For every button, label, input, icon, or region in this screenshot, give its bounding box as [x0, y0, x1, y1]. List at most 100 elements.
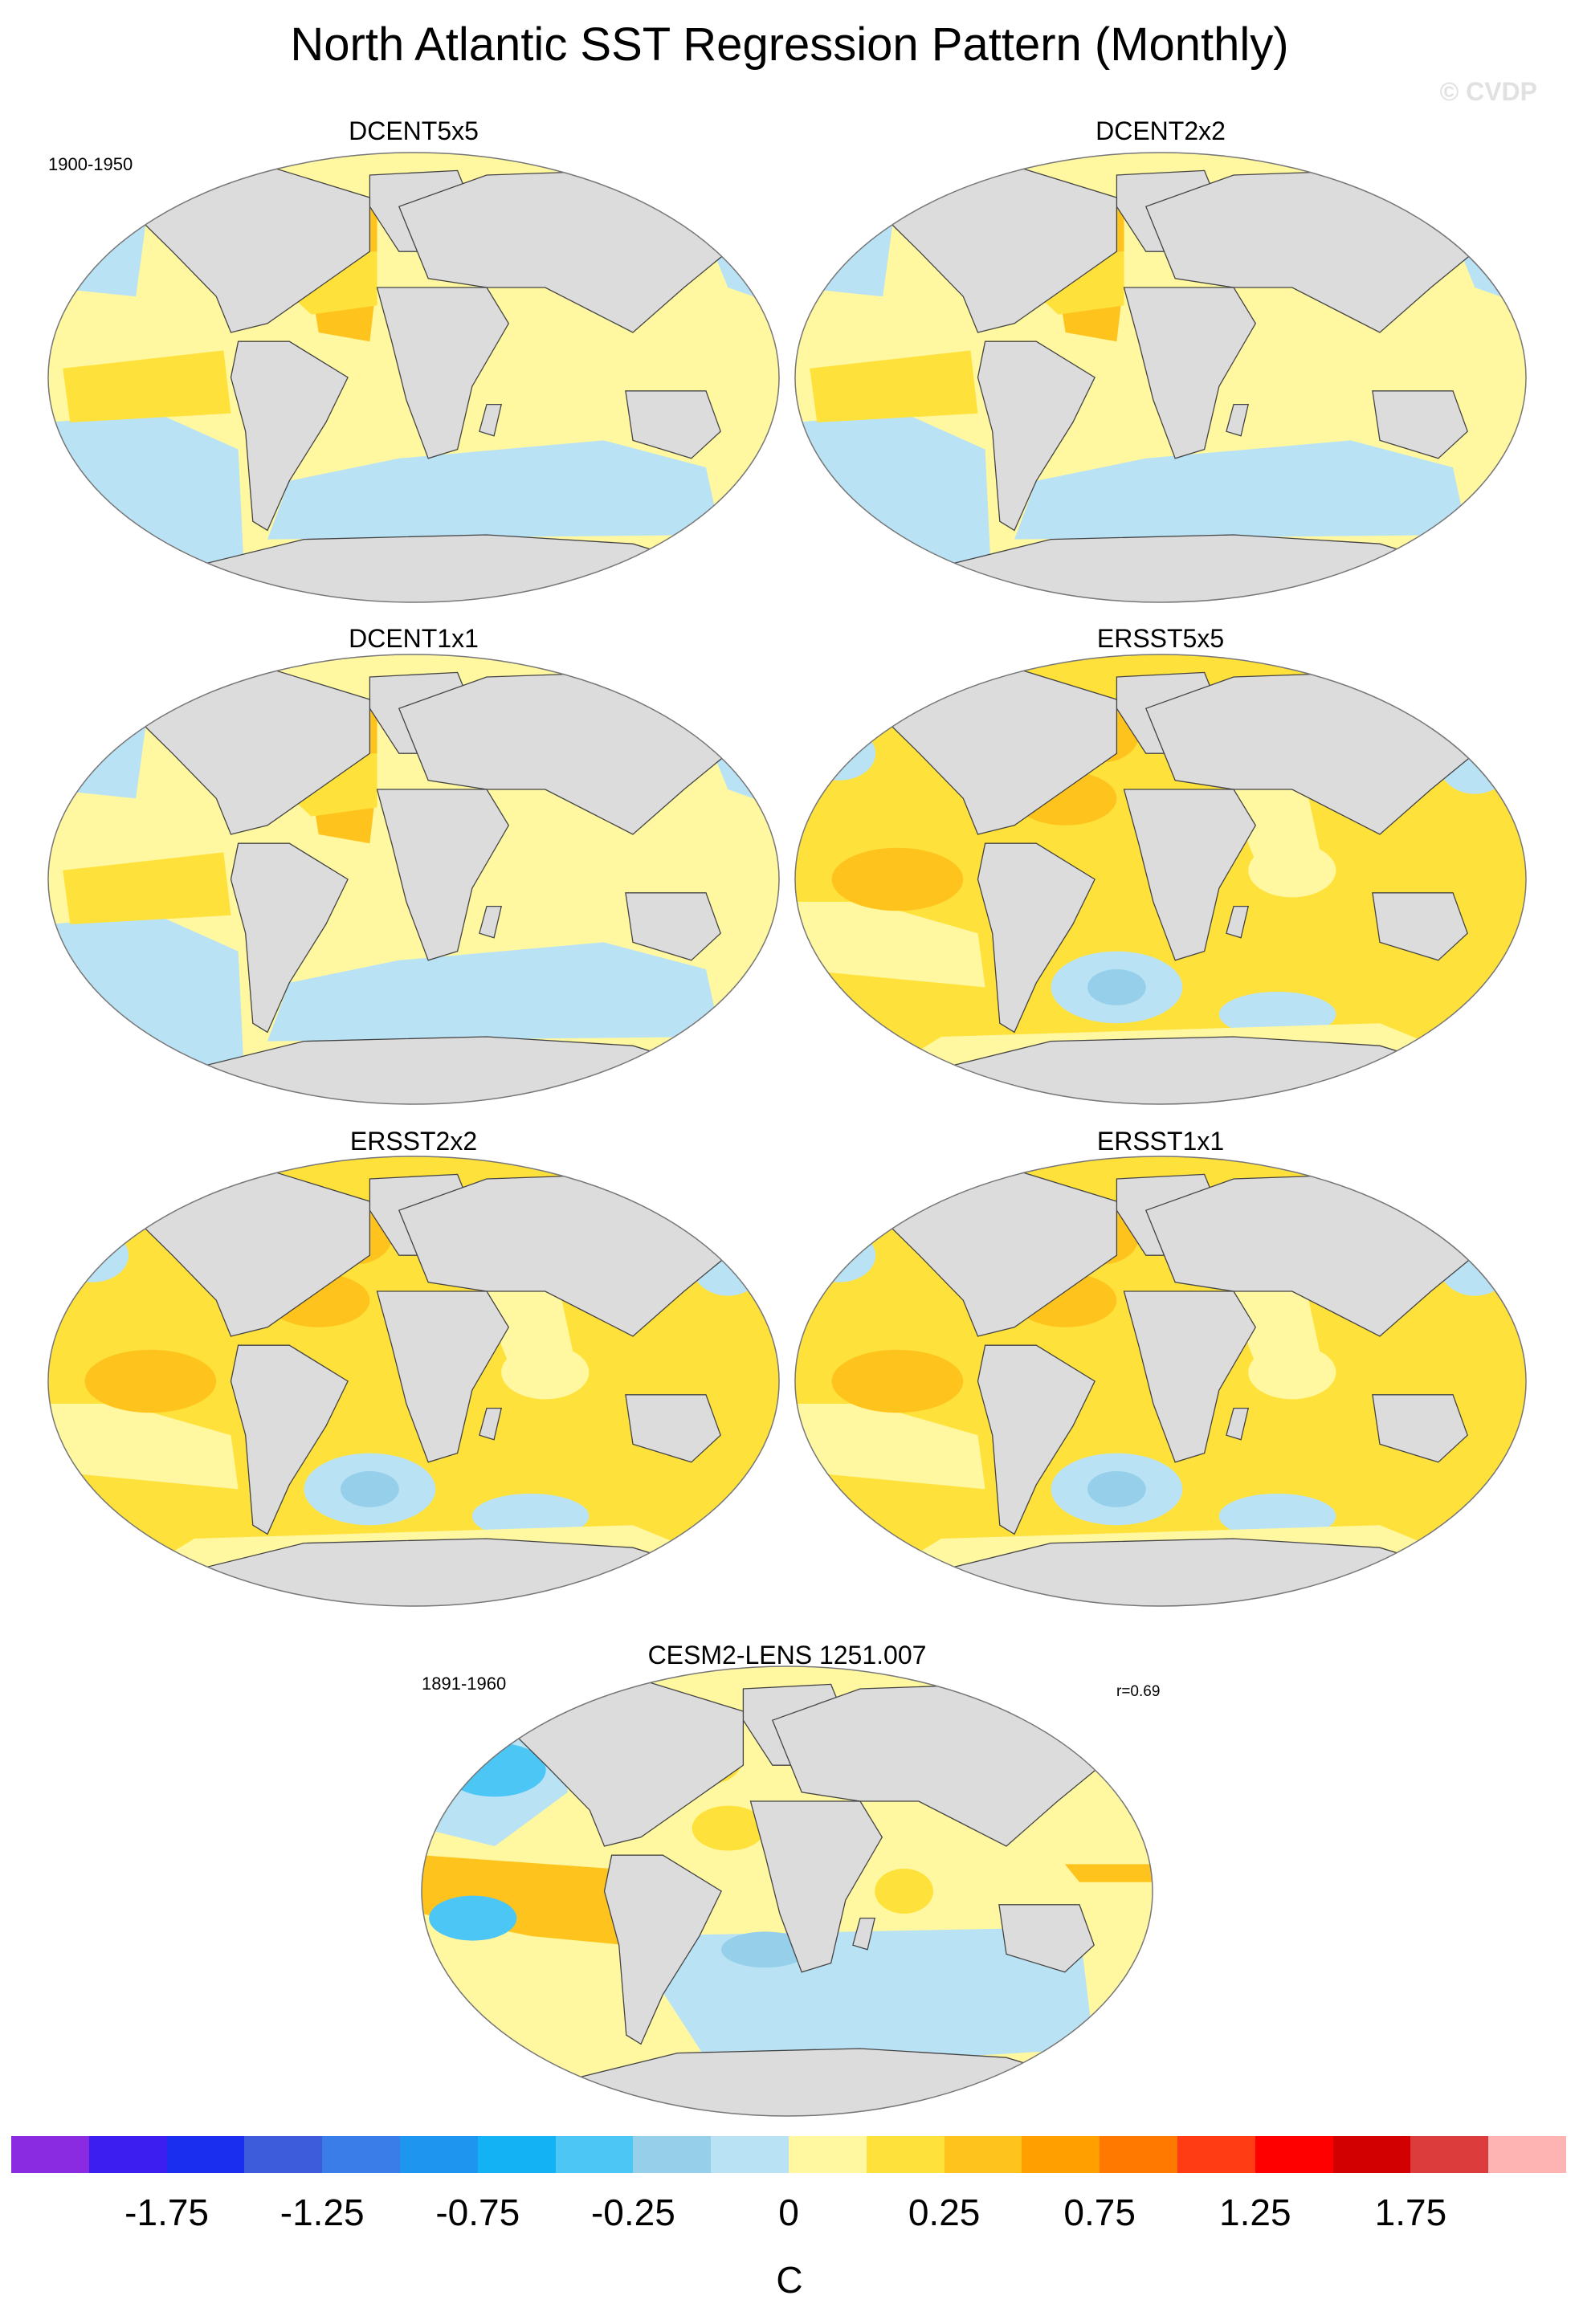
colorbar-swatch [477, 2136, 556, 2173]
sst-anomaly-central-pacific [831, 1349, 964, 1413]
sst-anomaly-south-atlantic-core [1087, 1471, 1146, 1507]
panel-title: DCENT2x2 [1096, 116, 1226, 145]
land-namerica [882, 1169, 1118, 1337]
colorbar-swatch [400, 2136, 478, 2173]
land-australia [625, 892, 721, 961]
colorbar-swatch [1488, 2136, 1567, 2173]
sst-anomaly-indian [875, 1869, 933, 1914]
land-australia [625, 1394, 721, 1463]
colorbar-tick-label: -0.25 [590, 2191, 675, 2233]
land-madagascar [1226, 905, 1250, 939]
sst-anomaly-south-atlantic-core [721, 1931, 810, 1968]
map-outline [421, 1666, 1153, 2117]
sst-anomaly-indian [1248, 843, 1336, 898]
sst-anomaly-south-atlantic-core [1087, 969, 1146, 1005]
sst-anomaly-north-pacific [795, 188, 898, 297]
colorbar-tick-label: -1.75 [124, 2191, 210, 2233]
colorbar-swatch [555, 2136, 634, 2173]
land-australia [1372, 1394, 1468, 1463]
colorbar-swatch [11, 2136, 89, 2173]
pattern-correlation: r=0.69 [1116, 1683, 1161, 1700]
sst-anomaly-southeast-pacific [48, 413, 246, 602]
figure-title: North Atlantic SST Regression Pattern (M… [290, 18, 1289, 71]
land-madagascar [1226, 403, 1250, 437]
sst-anomaly-indian [1248, 1345, 1336, 1400]
sst-anomaly-southern-ocean [1014, 440, 1468, 540]
sst-anomaly-southeast-pacific [795, 413, 993, 602]
map-outline [47, 152, 780, 603]
land-africa [376, 1290, 510, 1463]
panel-title: ERSST1x1 [1096, 1127, 1225, 1156]
period-label: 1900-1950 [48, 154, 133, 174]
sst-anomaly-south-atlantic-core [341, 1471, 399, 1507]
land-samerica [977, 1344, 1096, 1535]
sst-anomaly-southern-ocean [267, 942, 721, 1042]
sst-anomaly-tropical-pacific [63, 350, 231, 422]
land-madagascar [852, 1917, 876, 1951]
land-africa [1123, 1290, 1257, 1463]
sst-map [47, 654, 780, 1105]
sst-anomaly-south-pacific-band [795, 1404, 985, 1490]
land-madagascar [1226, 1407, 1250, 1441]
land-samerica [230, 842, 349, 1034]
colorbar-swatch [711, 2136, 790, 2173]
land-namerica [508, 1679, 745, 1847]
watermark: © CVDP [1439, 77, 1537, 106]
land-samerica [603, 1854, 722, 2045]
sst-anomaly-southeast-pacific [429, 1895, 517, 1941]
colorbar-swatch [88, 2136, 167, 2173]
sst-anomaly-south-indian [471, 1494, 590, 1539]
colorbar-tick-label: 0.75 [1063, 2191, 1136, 2233]
map-outline [794, 152, 1527, 603]
colorbar-swatch [1100, 2136, 1178, 2173]
sst-anomaly-south-indian [1218, 1494, 1336, 1539]
sst-anomaly-south-pacific-band [48, 1404, 239, 1490]
land-namerica [882, 165, 1118, 333]
sst-map [47, 1156, 780, 1607]
sst-map [794, 152, 1527, 603]
land-australia [998, 1904, 1095, 1973]
land-africa [1123, 789, 1257, 961]
colorbar-swatch [944, 2136, 1022, 2173]
sst-map [794, 1156, 1527, 1607]
colorbar-swatch [1022, 2136, 1100, 2173]
land-samerica [230, 340, 349, 532]
land-africa [376, 287, 510, 459]
colorbar [11, 2136, 1567, 2173]
sst-anomaly-southeast-pacific [48, 915, 246, 1104]
map-outline [794, 1156, 1527, 1607]
colorbar-swatch [244, 2136, 323, 2173]
land-africa [1123, 287, 1257, 459]
land-australia [625, 390, 721, 459]
colorbar-tick-label: 0 [778, 2191, 799, 2233]
sst-map [47, 152, 780, 603]
land-namerica [135, 165, 371, 333]
sst-anomaly-tropical-pacific [63, 852, 231, 924]
period-label: 1891-1960 [422, 1674, 507, 1694]
land-samerica [977, 340, 1096, 532]
colorbar-swatch [1255, 2136, 1333, 2173]
colorbar-swatch [322, 2136, 401, 2173]
sst-anomaly-west-pacific [1064, 1864, 1153, 1882]
land-africa [749, 1800, 883, 1973]
land-madagascar [479, 905, 503, 939]
colorbar-units: C [776, 2259, 803, 2301]
panel-title: ERSST5x5 [1096, 624, 1225, 653]
colorbar-swatch [1332, 2136, 1411, 2173]
colorbar-swatch [866, 2136, 945, 2173]
colorbar-swatch [789, 2136, 867, 2173]
sst-anomaly-north-pacific [48, 188, 151, 297]
colorbar-swatch [166, 2136, 245, 2173]
land-australia [1372, 390, 1468, 459]
sst-anomaly-tropical-atlantic [692, 1805, 765, 1851]
sst-anomaly-south-pacific-band [795, 902, 985, 988]
colorbar-tick-label: 1.75 [1374, 2191, 1447, 2233]
sst-anomaly-central-pacific [84, 1349, 217, 1413]
colorbar-tick-label: 0.25 [908, 2191, 981, 2233]
sst-map [421, 1666, 1153, 2117]
colorbar-swatch [633, 2136, 712, 2173]
panel-title: ERSST2x2 [349, 1127, 478, 1156]
colorbar-tick-label: -0.75 [435, 2191, 520, 2233]
map-outline [47, 654, 780, 1105]
colorbar-swatch [1177, 2136, 1255, 2173]
